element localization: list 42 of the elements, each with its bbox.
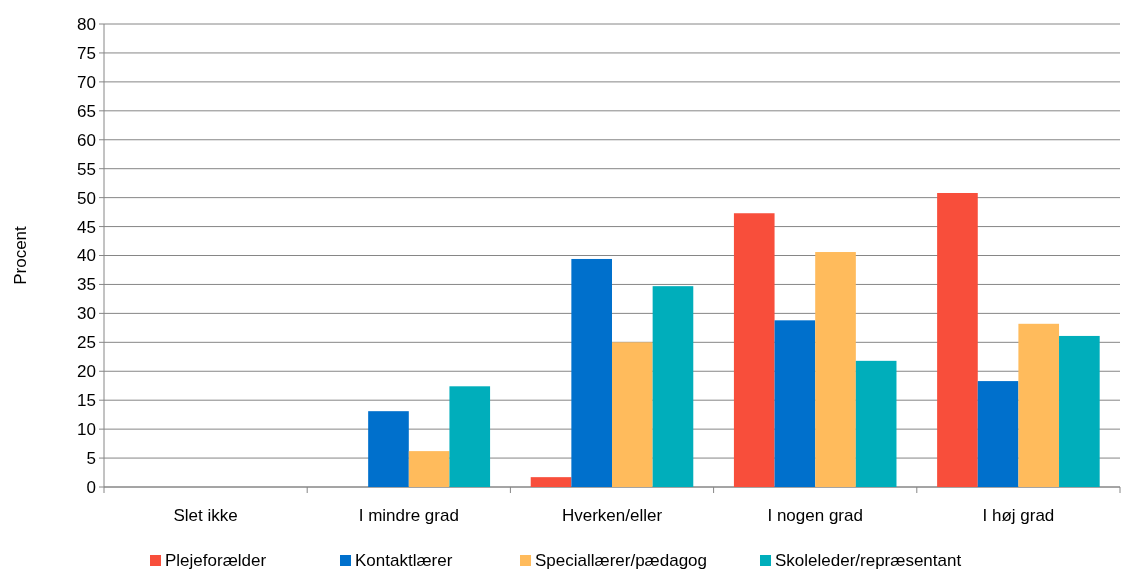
x-tick-label: I mindre grad (358, 506, 459, 525)
bar (612, 342, 653, 487)
legend-label: Plejeforælder (165, 551, 267, 570)
y-tick-label: 45 (77, 217, 96, 237)
bar (774, 320, 816, 487)
bar (1059, 335, 1100, 487)
x-tick-label: Slet ikke (173, 506, 238, 525)
y-tick-label: 75 (77, 43, 96, 63)
bar (977, 381, 1019, 487)
x-tick-label: I nogen grad (767, 506, 863, 525)
x-tick-label: Hverken/eller (561, 506, 663, 525)
bar (855, 360, 897, 487)
y-tick-label: 35 (77, 275, 96, 295)
bar (652, 286, 694, 487)
bar (368, 411, 409, 487)
bar (937, 193, 978, 487)
bar (815, 252, 856, 487)
legend-label: Kontaktlærer (355, 551, 453, 570)
bar (408, 451, 450, 487)
bar (1018, 323, 1060, 487)
y-tick-label: 10 (77, 420, 96, 440)
y-tick-label: 30 (77, 304, 96, 324)
bar (571, 258, 612, 487)
y-axis-title: Procent (11, 225, 30, 285)
y-tick-label: 5 (86, 449, 96, 469)
y-tick-label: 15 (77, 391, 96, 411)
y-tick-label: 55 (77, 159, 96, 179)
bar (449, 386, 491, 487)
y-tick-label: 20 (77, 362, 96, 382)
x-tick-label: I høj grad (982, 506, 1055, 525)
bar (733, 213, 775, 487)
y-tick-label: 70 (77, 72, 96, 92)
y-tick-label: 50 (77, 188, 96, 208)
y-tick-label: 25 (77, 333, 96, 353)
y-tick-label: 65 (77, 101, 96, 121)
bar (530, 477, 572, 487)
legend-label: Skoleleder/repræsentant (775, 551, 962, 570)
y-tick-label: 60 (77, 130, 96, 150)
y-tick-label: 0 (86, 477, 96, 497)
legend-label: Speciallærer/pædagog (535, 551, 707, 570)
y-tick-label: 40 (77, 246, 96, 266)
y-tick-label: 80 (77, 14, 96, 34)
